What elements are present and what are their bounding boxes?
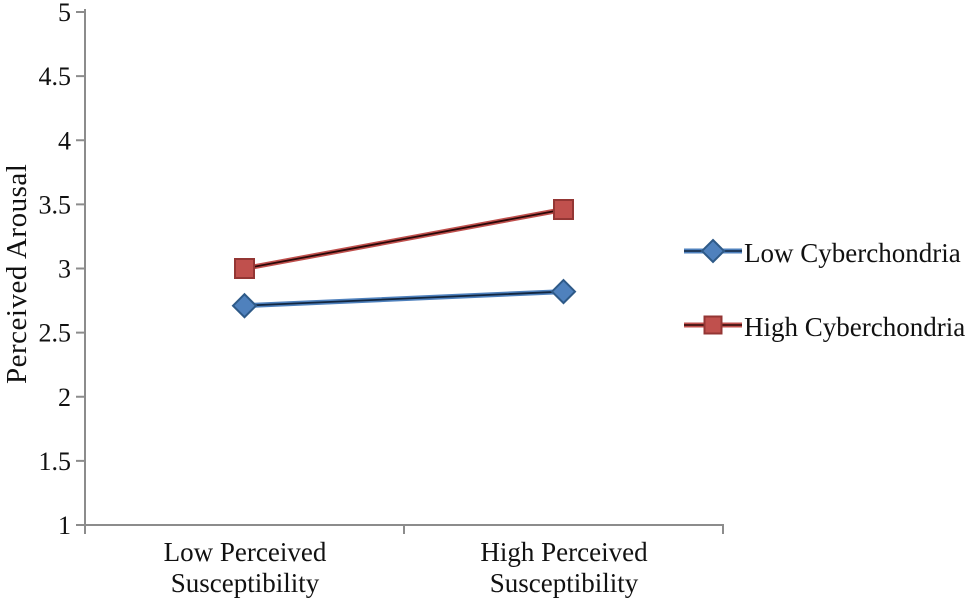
legend-item-high-cyberchondria: High Cyberchondria <box>684 309 965 345</box>
y-axis-title: Perceived Arousal <box>1 163 33 385</box>
y-tick-label: 3 <box>58 255 71 284</box>
legend: Low Cyberchondria High Cyberchondria <box>684 235 965 345</box>
series-high-cyberchondria <box>234 199 574 279</box>
y-tick-label: 2.5 <box>39 319 72 348</box>
square-marker-icon <box>234 258 255 279</box>
legend-line-marker-icon <box>684 307 742 348</box>
y-tick-label: 1.5 <box>39 447 72 476</box>
y-tick-label: 4 <box>58 126 71 155</box>
legend-line-marker-icon <box>684 233 742 274</box>
legend-swatch-svg <box>684 315 742 334</box>
square-marker-icon <box>553 199 574 221</box>
y-tick-label: 3.5 <box>39 190 72 219</box>
series-line-core <box>243 208 565 270</box>
legend-label: High Cyberchondria <box>744 311 966 342</box>
series-line-core <box>243 290 565 307</box>
diamond-marker-icon <box>550 278 577 305</box>
x-category-label-low: Low Perceived Susceptibility <box>163 537 327 599</box>
x-category-label-high: High Perceived Susceptibility <box>480 537 648 599</box>
diamond-marker-icon <box>231 292 258 319</box>
legend-label: Low Cyberchondria <box>744 237 961 268</box>
legend-item-low-cyberchondria: Low Cyberchondria <box>684 235 965 271</box>
y-tick-label: 2 <box>58 383 71 412</box>
y-tick-label: 5 <box>58 0 71 27</box>
y-tick-label: 1 <box>58 511 71 540</box>
y-tick-label: 4.5 <box>39 62 72 91</box>
series-low-cyberchondria <box>231 278 577 319</box>
legend-swatch-svg <box>684 238 742 263</box>
